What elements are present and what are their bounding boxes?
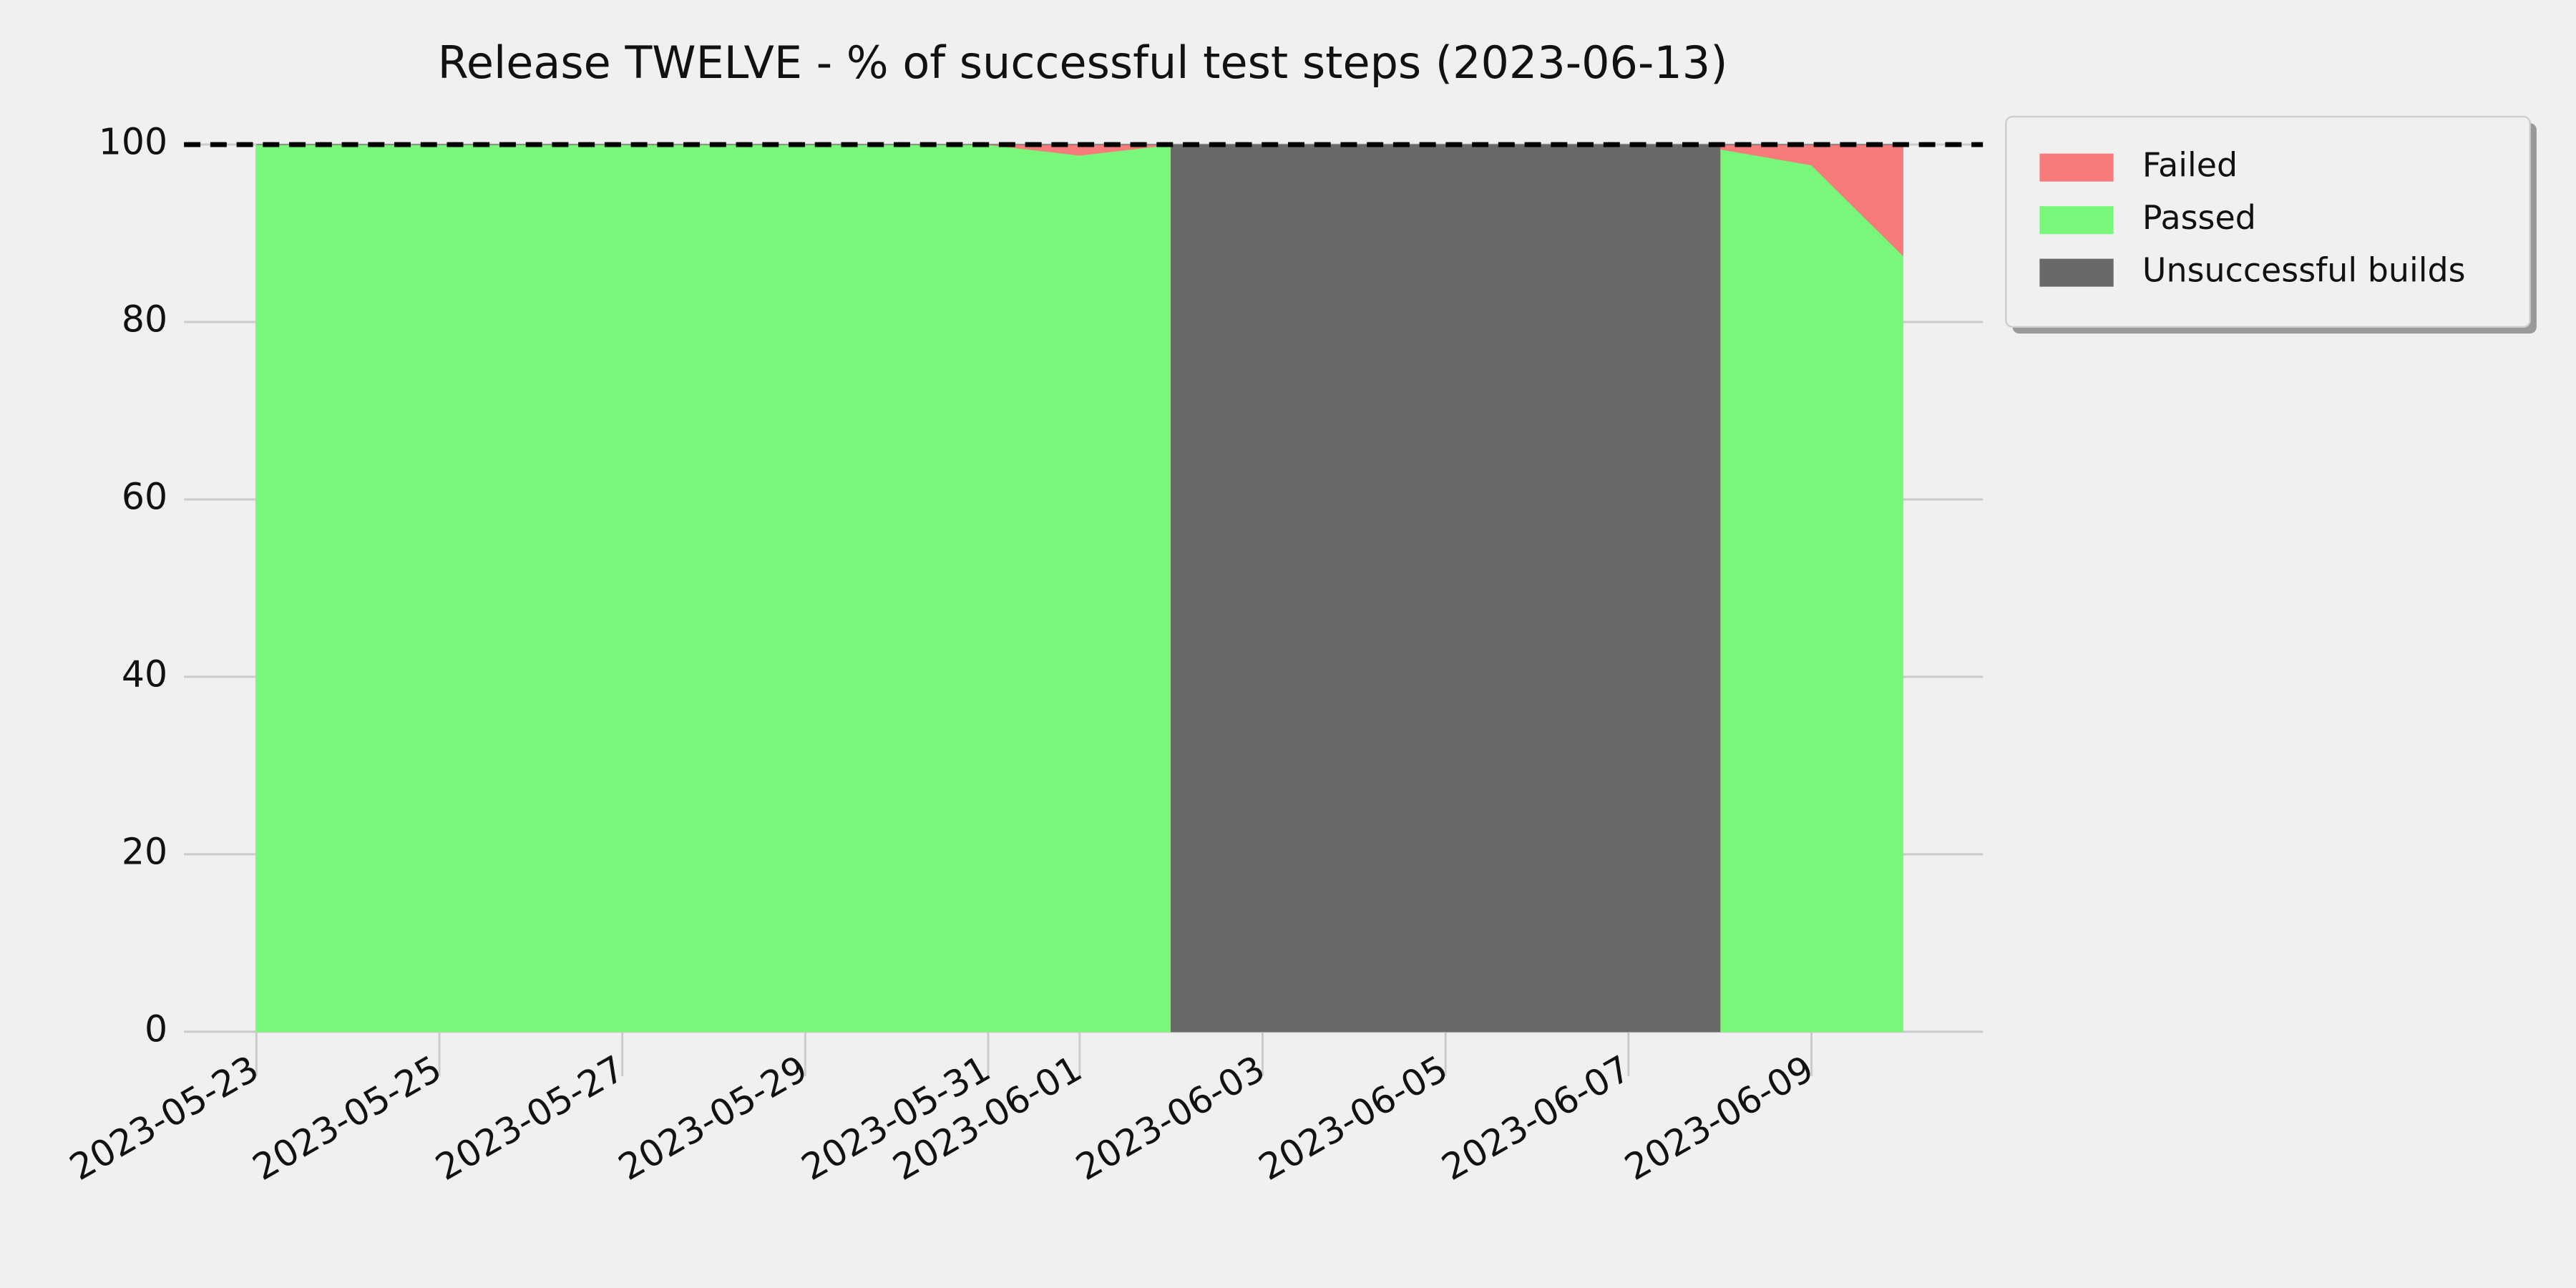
y-tick-label: 60 <box>122 475 167 517</box>
y-tick-label: 100 <box>99 121 167 163</box>
y-tick-label: 20 <box>122 830 167 872</box>
y-tick-label: 40 <box>122 653 167 695</box>
legend-swatch <box>2039 258 2114 287</box>
legend-swatch <box>2039 153 2114 182</box>
legend-swatch <box>2039 206 2114 235</box>
legend-label: Passed <box>2142 198 2256 237</box>
y-tick-label: 0 <box>145 1008 167 1050</box>
legend-label: Failed <box>2142 146 2238 185</box>
legend-label: Unsuccessful builds <box>2142 251 2466 290</box>
y-tick-label: 80 <box>122 298 167 341</box>
chart-title: Release TWELVE - % of successful test st… <box>438 36 1728 89</box>
legend: Failed Passed Unsuccessful builds <box>2005 115 2537 334</box>
area <box>256 144 1903 1033</box>
areas <box>255 144 1903 1033</box>
legend-box <box>2005 115 2531 328</box>
